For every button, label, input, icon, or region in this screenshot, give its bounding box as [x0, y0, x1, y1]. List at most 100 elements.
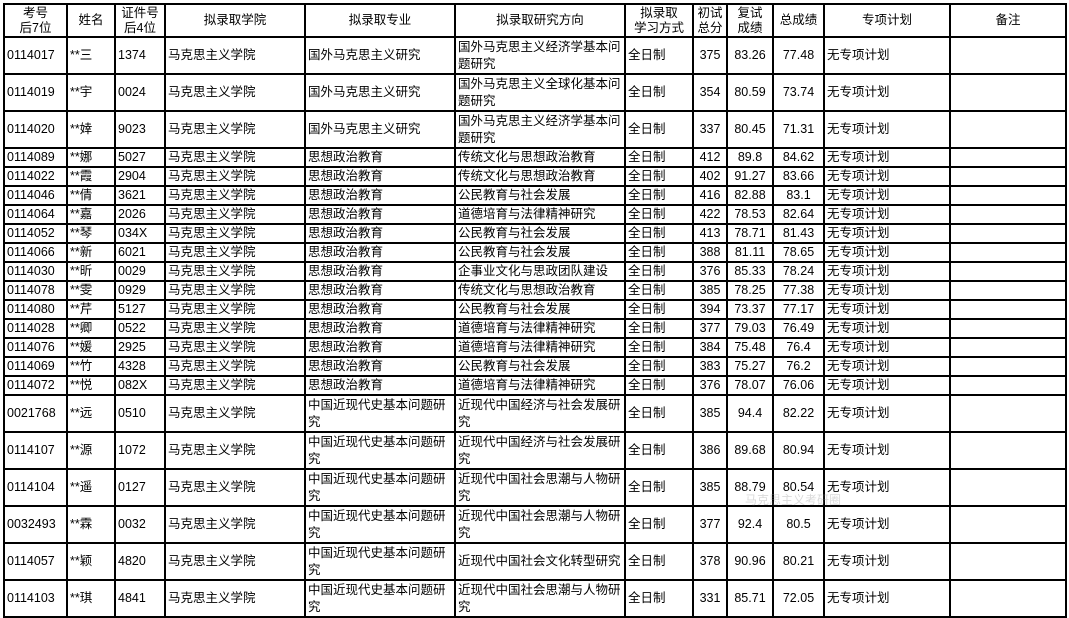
- cell-mode: 全日制: [624, 299, 694, 320]
- cell-major: 思想政治教育: [304, 204, 456, 225]
- cell-id4: 0024: [114, 73, 166, 112]
- cell-plan: 无专项计划: [823, 299, 951, 320]
- cell-mode: 全日制: [624, 147, 694, 168]
- cell-initial: 376: [692, 261, 728, 282]
- cell-mode: 全日制: [624, 73, 694, 112]
- cell-note: [949, 505, 1067, 544]
- cell-note: [949, 204, 1067, 225]
- cell-college: 马克思主义学院: [164, 261, 306, 282]
- cell-mode: 全日制: [624, 204, 694, 225]
- cell-college: 马克思主义学院: [164, 73, 306, 112]
- cell-plan: 无专项计划: [823, 147, 951, 168]
- cell-plan: 无专项计划: [823, 542, 951, 581]
- cell-initial: 386: [692, 431, 728, 470]
- cell-college: 马克思主义学院: [164, 375, 306, 396]
- table-row: 0114069 **竹 4328 马克思主义学院 思想政治教育 公民教育与社会发展 全日制 3…: [3, 356, 1067, 377]
- cell-id4: 0029: [114, 261, 166, 282]
- cell-mode: 全日制: [624, 166, 694, 187]
- cell-note: [949, 147, 1067, 168]
- cell-major: 思想政治教育: [304, 223, 456, 244]
- cell-major: 思想政治教育: [304, 166, 456, 187]
- cell-mode: 全日制: [624, 356, 694, 377]
- cell-exam-no: 0114089: [3, 147, 68, 168]
- table-row: 0114052 **琴 034X 马克思主义学院 思想政治教育 公民教育与社会发展 全日制 4…: [3, 223, 1067, 244]
- cell-direction: 道德培育与法律精神研究: [454, 318, 626, 339]
- cell-mode: 全日制: [624, 431, 694, 470]
- cell-total: 83.66: [772, 166, 825, 187]
- cell-id4: 082X: [114, 375, 166, 396]
- cell-initial: 375: [692, 36, 728, 75]
- header-text: 初试总分: [697, 5, 723, 35]
- cell-mode: 全日制: [624, 242, 694, 263]
- cell-plan: 无专项计划: [823, 280, 951, 301]
- cell-exam-no: 0114064: [3, 204, 68, 225]
- cell-plan: 无专项计划: [823, 36, 951, 75]
- cell-initial: 402: [692, 166, 728, 187]
- cell-retest: 81.11: [726, 242, 774, 263]
- cell-name: **新: [66, 242, 116, 263]
- cell-total: 83.1: [772, 185, 825, 206]
- cell-total: 80.94: [772, 431, 825, 470]
- cell-mode: 全日制: [624, 505, 694, 544]
- cell-college: 马克思主义学院: [164, 110, 306, 149]
- header-text: 拟录取学院: [203, 13, 267, 27]
- cell-direction: 国外马克思主义经济学基本问题研究: [454, 110, 626, 149]
- admission-table: 考号后7位 姓名 证件号后4位 拟录取学院 拟录取专业 拟录取研究方向 拟录取 学习方式 初试总…: [3, 3, 1067, 618]
- header-note: 备注: [949, 3, 1067, 38]
- cell-major: 中国近现代史基本问题研究: [304, 394, 456, 433]
- cell-major: 中国近现代史基本问题研究: [304, 579, 456, 618]
- cell-direction: 公民教育与社会发展: [454, 299, 626, 320]
- cell-retest: 78.25: [726, 280, 774, 301]
- cell-initial: 377: [692, 318, 728, 339]
- cell-initial: 385: [692, 468, 728, 507]
- cell-mode: 全日制: [624, 110, 694, 149]
- cell-major: 中国近现代史基本问题研究: [304, 505, 456, 544]
- cell-id4: 0522: [114, 318, 166, 339]
- cell-name: **琪: [66, 579, 116, 618]
- cell-plan: 无专项计划: [823, 468, 951, 507]
- cell-note: [949, 318, 1067, 339]
- cell-plan: 无专项计划: [823, 204, 951, 225]
- cell-total: 78.24: [772, 261, 825, 282]
- cell-direction: 公民教育与社会发展: [454, 223, 626, 244]
- cell-exam-no: 0114107: [3, 431, 68, 470]
- table-row: 0114064 **嘉 2026 马克思主义学院 思想政治教育 道德培育与法律精神研究 全日…: [3, 204, 1067, 225]
- cell-major: 思想政治教育: [304, 242, 456, 263]
- cell-plan: 无专项计划: [823, 318, 951, 339]
- header-text: 姓名: [78, 13, 104, 27]
- cell-plan: 无专项计划: [823, 394, 951, 433]
- cell-college: 马克思主义学院: [164, 166, 306, 187]
- cell-college: 马克思主义学院: [164, 505, 306, 544]
- cell-major: 思想政治教育: [304, 375, 456, 396]
- cell-note: [949, 73, 1067, 112]
- cell-exam-no: 0114076: [3, 337, 68, 358]
- cell-name: **婞: [66, 110, 116, 149]
- cell-exam-no: 0114020: [3, 110, 68, 149]
- cell-college: 马克思主义学院: [164, 299, 306, 320]
- cell-initial: 378: [692, 542, 728, 581]
- table-row: 0114022 **霞 2904 马克思主义学院 思想政治教育 传统文化与思想政治教育 全日…: [3, 166, 1067, 187]
- cell-college: 马克思主义学院: [164, 579, 306, 618]
- cell-id4: 4841: [114, 579, 166, 618]
- cell-total: 82.22: [772, 394, 825, 433]
- cell-name: **远: [66, 394, 116, 433]
- cell-retest: 85.71: [726, 579, 774, 618]
- cell-name: **遥: [66, 468, 116, 507]
- cell-direction: 公民教育与社会发展: [454, 356, 626, 377]
- cell-retest: 94.4: [726, 394, 774, 433]
- cell-direction: 国外马克思主义全球化基本问题研究: [454, 73, 626, 112]
- cell-retest: 92.4: [726, 505, 774, 544]
- table-body: 0114017 **三 1374 马克思主义学院 国外马克思主义研究 国外马克思主义经济学…: [3, 36, 1067, 618]
- cell-mode: 全日制: [624, 468, 694, 507]
- cell-name: **媛: [66, 337, 116, 358]
- table-row: 0114017 **三 1374 马克思主义学院 国外马克思主义研究 国外马克思主义经济学…: [3, 36, 1067, 75]
- table-row: 0114046 **倩 3621 马克思主义学院 思想政治教育 公民教育与社会发展 全日制 4…: [3, 185, 1067, 206]
- cell-retest: 78.53: [726, 204, 774, 225]
- cell-total: 81.43: [772, 223, 825, 244]
- cell-plan: 无专项计划: [823, 166, 951, 187]
- cell-total: 73.74: [772, 73, 825, 112]
- cell-id4: 1374: [114, 36, 166, 75]
- table-row: 0114107 **源 1072 马克思主义学院 中国近现代史基本问题研究 近现代中国经济…: [3, 431, 1067, 470]
- header-major: 拟录取专业: [304, 3, 456, 38]
- cell-name: **颖: [66, 542, 116, 581]
